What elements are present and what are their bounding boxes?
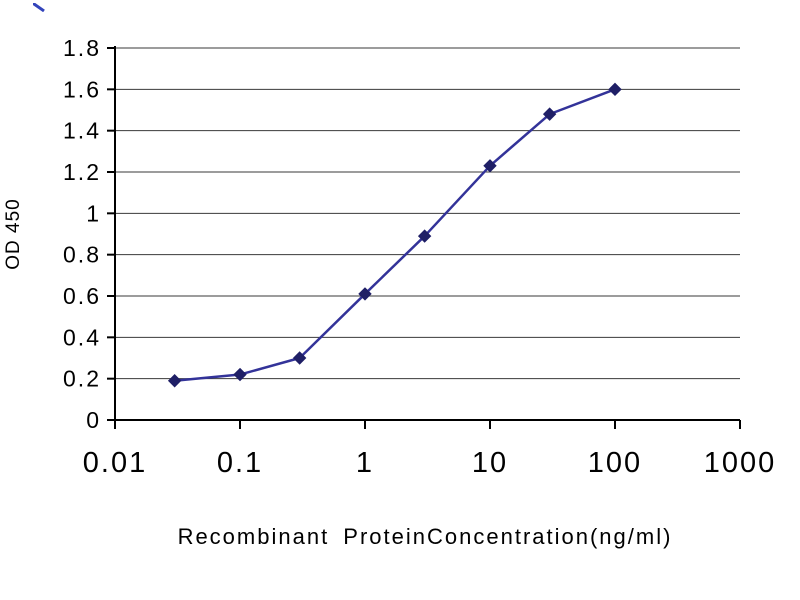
data-point-marker: [167, 374, 182, 388]
y-tick-label: 1.2: [63, 159, 101, 185]
x-tick-label: 1000: [704, 447, 777, 479]
data-line: [174, 88, 616, 382]
x-tick-label: 10: [472, 447, 508, 479]
x-tick-label: 1: [356, 447, 374, 479]
data-point-marker: [233, 367, 247, 382]
data-point-marker: [292, 351, 307, 365]
y-tick-label: 1.8: [63, 35, 101, 61]
data-point-marker: [542, 107, 557, 121]
y-tick-label: 1.4: [63, 118, 101, 144]
y-tick-label: 0: [86, 407, 101, 433]
data-point-marker: [417, 229, 432, 243]
data-point-marker: [483, 159, 497, 173]
y-tick-label: 1.6: [63, 76, 101, 102]
y-axis-label: OD 450: [3, 198, 24, 270]
data-point-marker: [608, 82, 622, 97]
y-tick-label: 0.8: [63, 242, 101, 268]
y-tick-label: 1: [86, 200, 101, 226]
y-tick-label: 0.4: [63, 324, 101, 350]
x-tick-label: 0.01: [83, 447, 147, 479]
x-tick-label: 0.1: [217, 447, 263, 479]
y-tick-label: 0.6: [63, 283, 101, 309]
x-axis-label: Recombinant ProteinConcentration(ng/ml): [177, 524, 673, 549]
data-point-marker: [358, 287, 372, 301]
x-tick-label: 100: [588, 447, 642, 479]
y-tick-label: 0.2: [63, 366, 101, 392]
